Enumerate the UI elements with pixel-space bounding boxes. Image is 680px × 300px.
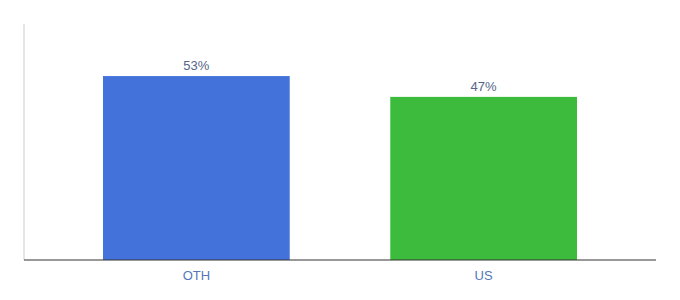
bar (103, 76, 290, 260)
chart-svg: 53% 47% OTH US (0, 0, 680, 300)
x-tick-label: OTH (183, 268, 210, 283)
x-tick-label: US (475, 268, 493, 283)
x-tick-labels: OTH US (183, 268, 493, 283)
x-axis-line (24, 259, 656, 260)
y-axis-line (24, 24, 25, 260)
data-label: 47% (471, 79, 497, 94)
chart-container: 53% 47% OTH US (0, 0, 680, 300)
bar (390, 97, 577, 260)
bars (103, 76, 577, 260)
data-labels: 53% 47% (183, 58, 497, 94)
data-label: 53% (183, 58, 209, 73)
